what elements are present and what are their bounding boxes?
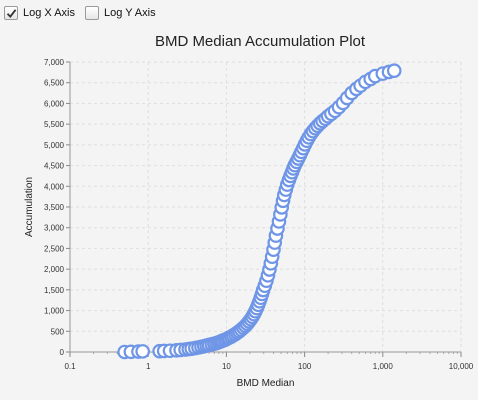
y-tick-label: 1,500 bbox=[44, 286, 65, 295]
y-tick-label: 7,000 bbox=[44, 58, 65, 67]
y-tick-label: 5,500 bbox=[44, 120, 65, 129]
toolbar: Log X Axis Log Y Axis bbox=[4, 3, 156, 23]
log-y-axis-checkbox[interactable]: Log Y Axis bbox=[84, 6, 156, 20]
y-tick-label: 4,500 bbox=[44, 162, 65, 171]
y-tick-label: 4,000 bbox=[44, 182, 65, 191]
x-tick-label: 10 bbox=[222, 362, 231, 371]
data-point bbox=[386, 63, 402, 78]
y-tick-label: 500 bbox=[51, 327, 65, 336]
y-tick-label: 5,000 bbox=[44, 141, 65, 150]
y-tick-label: 1,000 bbox=[44, 307, 65, 316]
checkbox-checked-icon[interactable] bbox=[4, 6, 18, 20]
log-y-axis-label: Log Y Axis bbox=[103, 7, 156, 19]
x-tick-label: 1,000 bbox=[373, 362, 394, 371]
x-tick-label: 0.1 bbox=[64, 362, 76, 371]
y-axis-title: Accumulation bbox=[24, 177, 35, 237]
x-tick-label: 10,000 bbox=[449, 362, 474, 371]
log-x-axis-checkbox[interactable]: Log X Axis bbox=[4, 6, 75, 20]
y-tick-label: 3,500 bbox=[44, 203, 65, 212]
y-tick-label: 6,000 bbox=[44, 99, 65, 108]
data-points bbox=[117, 63, 402, 360]
chart-title: BMD Median Accumulation Plot bbox=[154, 33, 366, 50]
grid bbox=[69, 61, 462, 353]
x-axis-title: BMD Median bbox=[237, 378, 295, 389]
checkbox-unchecked-icon[interactable] bbox=[84, 6, 99, 20]
x-tick-label: 100 bbox=[298, 362, 312, 371]
data-point bbox=[135, 344, 150, 359]
y-tick-label: 6,500 bbox=[44, 79, 65, 88]
y-tick-label: 2,500 bbox=[44, 244, 65, 253]
y-tick-label: 2,000 bbox=[44, 265, 65, 274]
y-tick-label: 3,000 bbox=[44, 224, 65, 233]
x-tick-label: 1 bbox=[146, 362, 151, 371]
y-tick-label: 0 bbox=[60, 348, 65, 357]
log-x-axis-label: Log X Axis bbox=[23, 7, 75, 19]
